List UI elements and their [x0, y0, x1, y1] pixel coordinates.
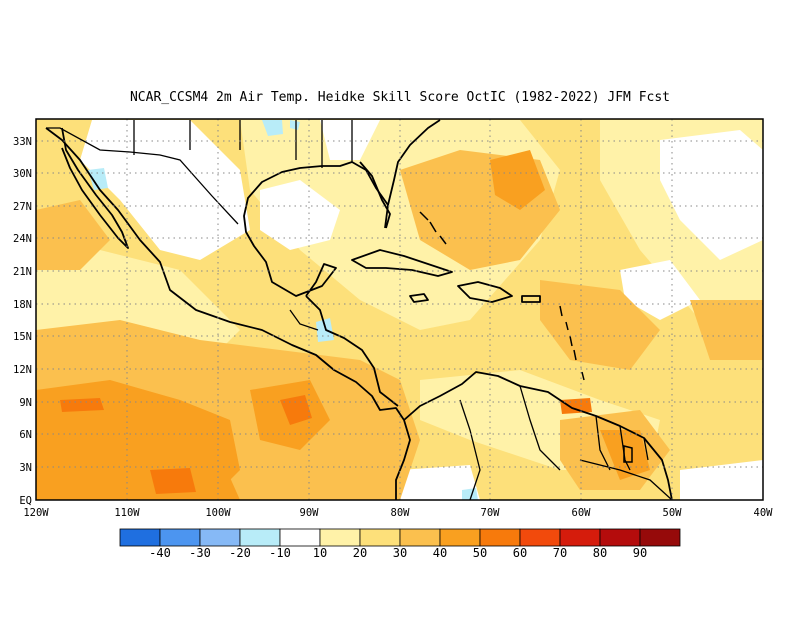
lat-label: 27N [13, 201, 32, 213]
lon-label: 100W [205, 507, 231, 519]
lat-label: 21N [13, 266, 32, 278]
colorbar-label: 10 [313, 546, 327, 560]
lat-label: 24N [13, 233, 32, 245]
lon-axis: 120W 110W 100W 90W 80W 70W 60W 50W 40W [23, 507, 773, 519]
skill-field-negative [88, 120, 478, 500]
colorbar-swatch [159, 528, 201, 547]
colorbar-label: 60 [513, 546, 527, 560]
colorbar-label: -30 [189, 546, 211, 560]
colorbar-swatch [119, 528, 161, 547]
colorbar: -40 -30 -20 -10 10 20 30 40 50 60 70 80 90 [119, 528, 681, 560]
lat-label: 9N [19, 397, 32, 409]
lon-label: 70W [481, 507, 501, 519]
lat-label: 15N [13, 331, 32, 343]
coastlines [45, 119, 673, 500]
colorbar-swatch [519, 528, 561, 547]
chart-title: NCAR_CCSM4 2m Air Temp. Heidke Skill Sco… [130, 90, 670, 105]
lat-label: 18N [13, 299, 32, 311]
colorbar-swatch [639, 528, 681, 547]
colorbar-label: 80 [593, 546, 607, 560]
colorbar-swatch [239, 528, 281, 547]
lon-label: 110W [114, 507, 140, 519]
colorbar-swatch [479, 528, 521, 547]
lat-axis: 33N 30N 27N 24N 21N 18N 15N 12N 9N 6N 3N… [13, 136, 32, 507]
colorbar-swatch [279, 528, 321, 547]
colorbar-swatch [199, 528, 241, 547]
lon-label: 120W [23, 507, 49, 519]
grid [36, 119, 763, 500]
colorbar-swatch [559, 528, 601, 547]
lon-label: 80W [391, 507, 411, 519]
lat-label: 30N [13, 168, 32, 180]
colorbar-swatch [439, 528, 481, 547]
map-panel [36, 119, 763, 500]
islands [419, 211, 633, 463]
lon-label: 40W [754, 507, 774, 519]
colorbar-label: -20 [229, 546, 251, 560]
colorbar-label: -10 [269, 546, 291, 560]
lat-label: 33N [13, 136, 32, 148]
map-frame [35, 118, 764, 501]
colorbar-label: 70 [553, 546, 567, 560]
lon-label: 90W [300, 507, 320, 519]
skill-field-red [60, 395, 592, 494]
colorbar-swatch [319, 528, 361, 547]
colorbar-label: -40 [149, 546, 171, 560]
lon-label: 60W [572, 507, 592, 519]
colorbar-swatch [359, 528, 401, 547]
lat-label: EQ [19, 495, 32, 507]
colorbar-swatch [599, 528, 641, 547]
colorbar-label: 50 [473, 546, 487, 560]
lat-label: 6N [19, 429, 32, 441]
colorbar-swatch [399, 528, 441, 547]
lon-label: 50W [663, 507, 683, 519]
borders [46, 120, 673, 500]
skill-field-white [80, 120, 763, 500]
lat-label: 3N [19, 462, 32, 474]
colorbar-label: 90 [633, 546, 647, 560]
colorbar-label: 40 [433, 546, 447, 560]
lat-label: 12N [13, 364, 32, 376]
colorbar-label: 30 [393, 546, 407, 560]
colorbar-label: 20 [353, 546, 367, 560]
